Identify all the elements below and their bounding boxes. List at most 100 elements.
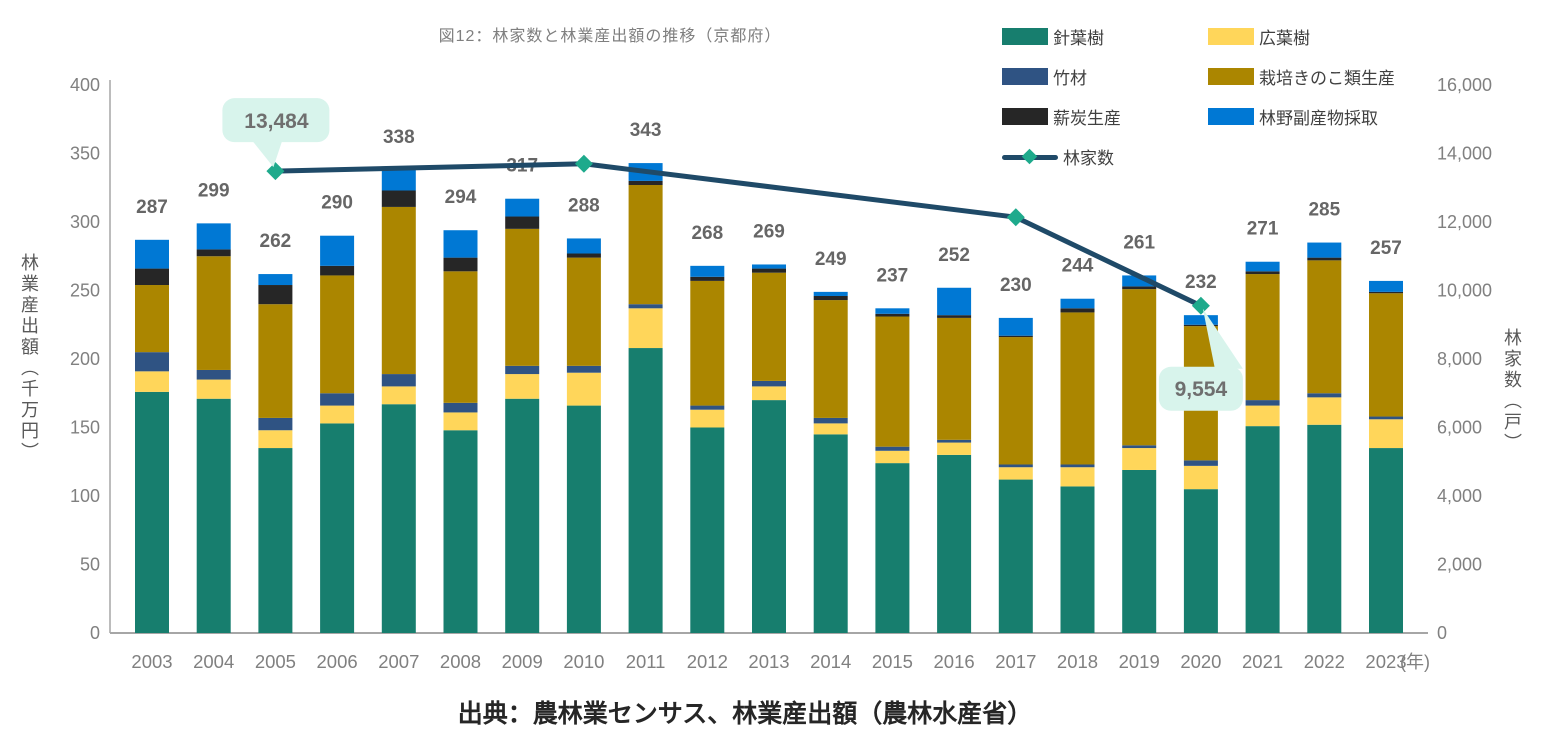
bar-segment-2018 <box>1060 308 1095 313</box>
bar-segment-2006 <box>320 393 355 406</box>
chart-text: 2016 <box>934 651 975 672</box>
bar-segment-2009 <box>505 398 540 633</box>
bar-segment-2005 <box>258 285 293 305</box>
chart-text: 230 <box>1000 275 1032 296</box>
bar-segment-2010 <box>566 372 601 406</box>
bar-segment-2007 <box>381 206 416 375</box>
bar-segment-2010 <box>566 253 601 258</box>
bar-segment-2017 <box>998 464 1033 468</box>
bar-segment-2022 <box>1307 397 1342 425</box>
bar-segment-2012 <box>690 427 725 633</box>
chart-text: 285 <box>1308 200 1340 221</box>
chart-text: 350 <box>70 144 100 164</box>
bar-segment-2013 <box>752 380 786 387</box>
bar-segment-2014 <box>813 295 848 301</box>
bar-segment-2015 <box>875 446 910 451</box>
bar-segment-2023 <box>1369 416 1403 420</box>
chart-text: 287 <box>136 197 168 218</box>
chart-text: 100 <box>70 486 100 506</box>
legend-item-3: 竹材 <box>1002 67 1208 88</box>
bar-segment-2020 <box>1183 489 1218 633</box>
legend-label: 林野副産物採取 <box>1259 108 1378 128</box>
bar-segment-2022 <box>1307 257 1342 261</box>
legend-swatch-icon <box>1002 67 1048 85</box>
chart-text: 237 <box>877 265 909 286</box>
bar-segment-2006 <box>320 275 355 394</box>
bar-segment-2021 <box>1245 405 1280 427</box>
bar-segment-2017 <box>998 335 1033 338</box>
chart-text: 2006 <box>317 651 358 672</box>
chart-text: 12,000 <box>1437 212 1492 232</box>
right-axis-title: 林家数（戸） <box>1502 328 1522 454</box>
chart-text: 2022 <box>1304 651 1345 672</box>
bar-segment-2007 <box>381 374 416 387</box>
legend-label: 広葉樹 <box>1259 28 1310 48</box>
bar-segment-2006 <box>320 265 355 276</box>
chart-text: 288 <box>568 195 600 216</box>
bar-segment-2003 <box>135 268 169 286</box>
chart-text: 271 <box>1247 219 1279 240</box>
bar-segment-2010 <box>566 365 601 373</box>
chart-text: 244 <box>1062 256 1094 277</box>
bar-segment-2008 <box>443 257 478 272</box>
bar-segment-2022 <box>1307 393 1342 398</box>
bar-segment-2016 <box>937 439 972 443</box>
bars-group <box>135 163 1403 633</box>
bar-segment-2020 <box>1183 465 1218 490</box>
bar-segment-2021 <box>1245 274 1280 401</box>
legend-item-1: 針葉樹 <box>1002 27 1208 48</box>
bar-segment-2023 <box>1369 280 1403 292</box>
chart-text: 294 <box>445 187 477 208</box>
bar-segment-2004 <box>196 369 231 380</box>
chart-text: 250 <box>70 281 100 301</box>
bar-segment-2005 <box>258 430 293 449</box>
chart-text: 290 <box>321 193 353 214</box>
bar-segment-2018 <box>1060 298 1095 309</box>
bar-segment-2023 <box>1369 419 1403 449</box>
chart-text: 2,000 <box>1437 555 1482 575</box>
bar-segment-2018 <box>1060 464 1095 468</box>
bar-segment-2008 <box>443 412 478 431</box>
chart-text: 150 <box>70 418 100 438</box>
bar-segment-2005 <box>258 304 293 418</box>
bar-segment-2020 <box>1183 460 1218 466</box>
legend-swatch-icon <box>1208 27 1254 45</box>
legend-label: 竹材 <box>1053 68 1087 88</box>
legend-label: 針葉樹 <box>1053 28 1104 48</box>
bar-segment-2012 <box>690 265 725 277</box>
chart-text: 4,000 <box>1437 486 1482 506</box>
legend: 針葉樹 広葉樹 竹材 栽培きのこ類生産 薪炭生産 林野副産物採取 林家数 <box>1002 27 1448 168</box>
chart-text: 2018 <box>1057 651 1098 672</box>
chart-text: 0 <box>1437 623 1447 643</box>
bar-segment-2003 <box>135 391 169 633</box>
bar-segment-2004 <box>196 256 231 370</box>
chart-text: 268 <box>691 223 723 244</box>
bar-segment-2021 <box>1245 271 1280 275</box>
bar-segment-2019 <box>1122 289 1157 446</box>
bar-segment-2021 <box>1245 400 1280 406</box>
bar-segment-2008 <box>443 430 478 633</box>
bar-segment-2016 <box>937 442 972 455</box>
chart-text: 8,000 <box>1437 349 1482 369</box>
chart-text: 400 <box>70 75 100 95</box>
chart-text: 338 <box>383 127 415 148</box>
bar-segment-2020 <box>1183 324 1218 327</box>
bar-segment-2022 <box>1307 260 1342 394</box>
chart-text: 2011 <box>626 651 666 672</box>
bar-segment-2003 <box>135 239 169 269</box>
bar-segment-2009 <box>505 374 540 399</box>
chart-text: 299 <box>198 180 230 201</box>
chart-text: 269 <box>753 221 785 242</box>
chart-text: 2019 <box>1119 651 1160 672</box>
chart-text: 232 <box>1185 272 1217 293</box>
chart-text: 2013 <box>748 651 789 672</box>
bar-segment-2009 <box>505 198 540 217</box>
bar-segment-2003 <box>135 285 169 353</box>
chart-text: 2015 <box>872 651 913 672</box>
legend-swatch-icon <box>1002 107 1048 125</box>
bar-segment-2008 <box>443 271 478 403</box>
callout-2020: 9,554 <box>1158 308 1243 411</box>
bar-segment-2017 <box>998 479 1033 633</box>
